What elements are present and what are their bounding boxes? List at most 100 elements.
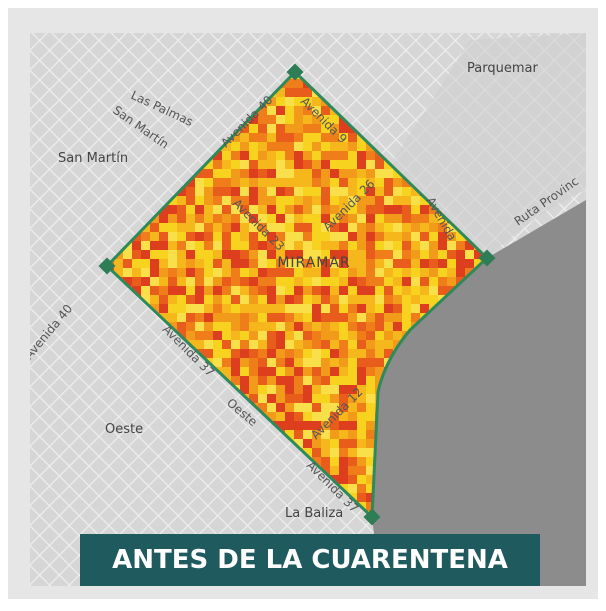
heat-cell <box>303 304 312 313</box>
heat-cell <box>159 223 168 232</box>
heat-cell <box>249 250 258 259</box>
heat-cell <box>420 277 429 286</box>
heat-cell <box>330 448 339 457</box>
heat-cell <box>222 160 231 169</box>
heat-cell <box>366 196 375 205</box>
heat-cell <box>312 241 321 250</box>
heat-cell <box>204 178 213 187</box>
heat-cell <box>357 439 366 448</box>
heat-cell <box>249 349 258 358</box>
heat-cell <box>348 286 357 295</box>
heat-cell <box>339 358 348 367</box>
banner-text: ANTES DE LA CUARENTENA <box>112 545 508 575</box>
heat-cell <box>213 205 222 214</box>
heat-cell <box>312 133 321 142</box>
heat-cell <box>186 232 195 241</box>
heat-cell <box>339 448 348 457</box>
heat-cell <box>177 313 186 322</box>
heat-cell <box>312 142 321 151</box>
heat-cell <box>195 223 204 232</box>
heat-cell <box>303 160 312 169</box>
heat-cell <box>231 304 240 313</box>
heat-cell <box>213 250 222 259</box>
heat-cell <box>348 178 357 187</box>
heat-cell <box>348 223 357 232</box>
heat-cell <box>231 358 240 367</box>
heat-cell <box>357 223 366 232</box>
heat-cell <box>240 241 249 250</box>
heat-cell <box>249 322 258 331</box>
heat-cell <box>339 304 348 313</box>
heat-cell <box>294 340 303 349</box>
heat-cell <box>195 187 204 196</box>
heat-cell <box>312 304 321 313</box>
heat-cell <box>357 331 366 340</box>
heat-cell <box>258 124 267 133</box>
heat-cell <box>258 322 267 331</box>
heat-cell <box>456 250 465 259</box>
heat-cell <box>249 169 258 178</box>
heat-cell <box>321 169 330 178</box>
heat-cell <box>339 187 348 196</box>
heat-cell <box>366 340 375 349</box>
heat-cell <box>177 223 186 232</box>
heat-cell <box>330 430 339 439</box>
heat-cell <box>330 385 339 394</box>
heat-cell <box>348 169 357 178</box>
heat-cell <box>276 187 285 196</box>
heat-cell <box>141 241 150 250</box>
heat-cell <box>204 259 213 268</box>
heat-cell <box>285 403 294 412</box>
heat-cell <box>222 349 231 358</box>
heat-cell <box>249 142 258 151</box>
heat-cell <box>285 142 294 151</box>
heat-cell <box>339 457 348 466</box>
heat-cell <box>357 475 366 484</box>
heat-cell <box>150 277 159 286</box>
heat-cell <box>285 151 294 160</box>
heat-cell <box>330 169 339 178</box>
heat-cell <box>294 223 303 232</box>
heat-cell <box>384 277 393 286</box>
heat-cell <box>186 259 195 268</box>
heat-cell <box>294 403 303 412</box>
heat-cell <box>177 259 186 268</box>
heat-cell <box>222 169 231 178</box>
heat-cell <box>150 241 159 250</box>
heat-cell <box>456 268 465 277</box>
heat-cell <box>303 349 312 358</box>
heat-cell <box>249 376 258 385</box>
heat-cell <box>348 448 357 457</box>
heat-cell <box>330 340 339 349</box>
heat-cell <box>231 268 240 277</box>
heat-cell <box>357 151 366 160</box>
heat-cell <box>240 295 249 304</box>
heat-cell <box>429 277 438 286</box>
heat-cell <box>321 367 330 376</box>
heat-cell <box>339 169 348 178</box>
heat-cell <box>240 340 249 349</box>
heat-cell <box>258 313 267 322</box>
heat-cell <box>393 268 402 277</box>
heat-cell <box>285 223 294 232</box>
heat-cell <box>222 259 231 268</box>
heat-cell <box>276 205 285 214</box>
heat-cell <box>393 331 402 340</box>
heat-cell <box>258 169 267 178</box>
heat-cell <box>267 376 276 385</box>
heat-cell <box>276 412 285 421</box>
heat-cell <box>276 196 285 205</box>
heat-cell <box>114 259 123 268</box>
heat-cell <box>231 232 240 241</box>
heat-cell <box>375 205 384 214</box>
heat-cell <box>366 241 375 250</box>
heat-cell <box>393 313 402 322</box>
heat-cell <box>204 331 213 340</box>
heat-cell <box>186 196 195 205</box>
heat-cell <box>213 349 222 358</box>
heat-cell <box>168 232 177 241</box>
heat-cell <box>249 268 258 277</box>
heat-cell <box>321 349 330 358</box>
heat-cell <box>348 241 357 250</box>
heat-cell <box>231 331 240 340</box>
